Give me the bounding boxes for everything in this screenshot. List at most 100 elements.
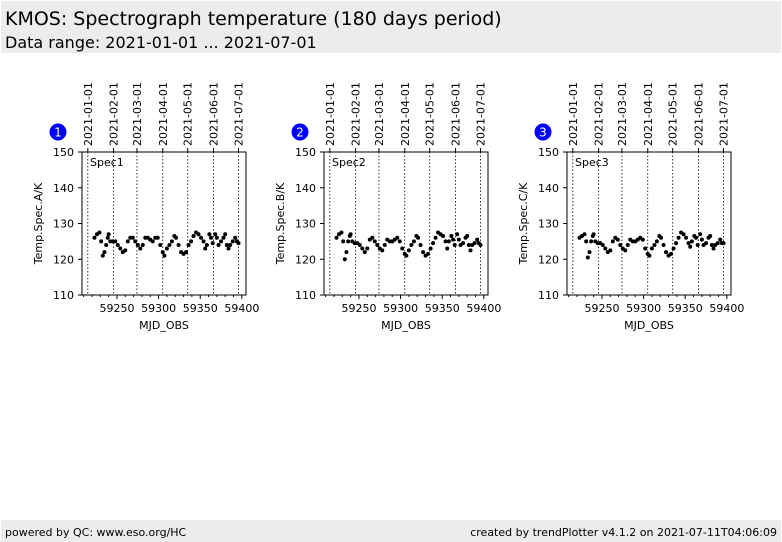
data-point — [196, 232, 201, 237]
data-point — [342, 257, 347, 262]
data-point — [216, 242, 221, 247]
data-point — [370, 235, 375, 240]
y-axis-label: Temp.Spec.C/K — [517, 182, 530, 265]
data-point — [647, 253, 652, 258]
data-point — [236, 241, 241, 246]
data-point — [433, 235, 438, 240]
data-point — [362, 250, 367, 255]
y-tick-label: 140 — [538, 182, 559, 195]
data-point — [167, 242, 172, 247]
data-point — [191, 234, 196, 239]
data-point — [100, 253, 105, 258]
data-point — [428, 246, 433, 251]
x-tick-label: 59400 — [224, 302, 259, 315]
data-point — [341, 239, 346, 244]
data-point — [671, 246, 676, 251]
data-point — [466, 242, 471, 247]
data-point — [160, 250, 165, 255]
y-tick-label: 150 — [295, 146, 316, 159]
x-tick-label: 59350 — [668, 302, 703, 315]
x-tick-label: 59350 — [183, 302, 218, 315]
data-point — [357, 242, 362, 247]
y-tick-label: 130 — [53, 218, 74, 231]
data-point — [421, 250, 426, 255]
y-tick-label: 140 — [295, 182, 316, 195]
data-point — [372, 239, 377, 244]
data-point — [138, 246, 143, 251]
x-tick-label: 59250 — [99, 302, 134, 315]
powered-by: powered by QC: www.eso.org/HC — [5, 526, 187, 539]
y-tick-label: 130 — [295, 218, 316, 231]
badge-circle — [534, 123, 552, 141]
data-point — [443, 239, 448, 244]
data-point — [162, 253, 167, 258]
data-point — [718, 237, 723, 242]
series-label: Spec3 — [575, 156, 609, 169]
data-point — [643, 246, 648, 251]
date-tick-label: 2021-04-01 — [399, 82, 412, 146]
date-tick-label: 2021-03-01 — [131, 82, 144, 146]
data-point — [472, 241, 477, 246]
date-tick-label: 2021-06-01 — [693, 82, 706, 146]
x-tick-label: 59250 — [584, 302, 619, 315]
data-point — [106, 232, 111, 237]
data-point — [102, 250, 107, 255]
data-point — [105, 235, 110, 240]
data-point — [174, 235, 179, 240]
chart-panel-1: 2021-01-01 2021-02-01 2021-03-01 2021-04-01… — [32, 82, 259, 332]
data-point — [591, 232, 596, 237]
badge-number: 2 — [296, 126, 304, 140]
data-point — [640, 237, 645, 242]
data-point — [584, 239, 589, 244]
data-point — [164, 246, 169, 251]
data-point — [615, 237, 620, 242]
data-point — [344, 250, 349, 255]
data-point — [104, 242, 109, 247]
x-tick-label: 59400 — [709, 302, 744, 315]
chart-panel-2: 2021-01-01 2021-02-01 2021-03-01 2021-04-01… — [274, 82, 501, 332]
chart-panel-3: 2021-01-01 2021-02-01 2021-03-01 2021-04-01… — [517, 82, 744, 332]
data-point — [400, 246, 405, 251]
header: KMOS: Spectrograph temperature (180 days… — [1, 1, 781, 53]
data-point — [184, 250, 189, 255]
date-tick-label: 2021-01-01 — [82, 82, 95, 146]
date-tick-label: 2021-05-01 — [182, 82, 195, 146]
data-point — [468, 248, 473, 253]
series-label: Spec2 — [332, 156, 366, 169]
data-point — [395, 235, 400, 240]
date-tick-label: 2021-04-01 — [642, 82, 655, 146]
data-point — [684, 235, 689, 240]
data-point — [649, 246, 654, 251]
date-tick-label: 2021-01-01 — [324, 82, 337, 146]
series-label: Spec1 — [90, 156, 124, 169]
date-tick-label: 2021-05-01 — [667, 82, 680, 146]
data-point — [456, 237, 461, 242]
data-point — [133, 239, 138, 244]
data-point — [455, 232, 460, 237]
data-point — [397, 239, 402, 244]
data-point — [365, 246, 370, 251]
data-point — [209, 235, 214, 240]
data-point — [664, 250, 669, 255]
data-point — [445, 246, 450, 251]
data-point — [600, 242, 605, 247]
data-point — [214, 235, 219, 240]
data-point — [228, 242, 233, 247]
data-point — [169, 239, 174, 244]
data-point — [406, 248, 411, 253]
y-tick-label: 150 — [538, 146, 559, 159]
y-tick-label: 110 — [538, 289, 559, 302]
data-point — [199, 235, 204, 240]
data-point — [99, 239, 104, 244]
badge-number: 1 — [54, 126, 62, 140]
data-point — [689, 239, 694, 244]
y-axis-label: Temp.Spec.B/K — [274, 182, 287, 265]
data-point — [451, 237, 456, 242]
data-point — [608, 248, 613, 253]
data-point — [585, 255, 590, 260]
data-point — [709, 242, 714, 247]
date-tick-label: 2021-02-01 — [593, 82, 606, 146]
data-point — [661, 242, 666, 247]
data-point — [582, 232, 587, 237]
